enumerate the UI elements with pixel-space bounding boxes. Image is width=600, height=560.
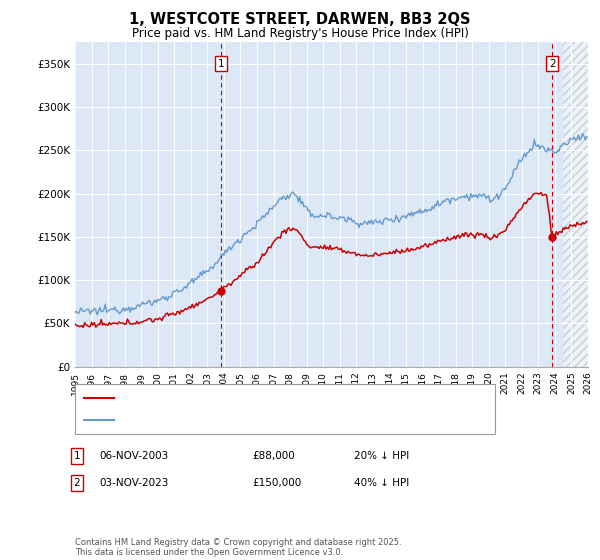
Bar — [563, 42, 588, 367]
Text: £150,000: £150,000 — [252, 478, 301, 488]
Bar — [563, 42, 588, 367]
Text: 2: 2 — [73, 478, 80, 488]
Text: 1: 1 — [73, 451, 80, 461]
Text: HPI: Average price, detached house, Blackburn with Darwen: HPI: Average price, detached house, Blac… — [121, 415, 422, 425]
Bar — [563, 42, 588, 367]
Text: 2: 2 — [549, 59, 556, 69]
Text: 1: 1 — [218, 59, 224, 69]
Text: 1, WESTCOTE STREET, DARWEN, BB3 2QS: 1, WESTCOTE STREET, DARWEN, BB3 2QS — [129, 12, 471, 27]
Text: £88,000: £88,000 — [252, 451, 295, 461]
Text: 1, WESTCOTE STREET, DARWEN, BB3 2QS (detached house): 1, WESTCOTE STREET, DARWEN, BB3 2QS (det… — [121, 393, 421, 403]
Text: 20% ↓ HPI: 20% ↓ HPI — [354, 451, 409, 461]
Text: Contains HM Land Registry data © Crown copyright and database right 2025.
This d: Contains HM Land Registry data © Crown c… — [75, 538, 401, 557]
Text: 03-NOV-2023: 03-NOV-2023 — [99, 478, 169, 488]
Text: 40% ↓ HPI: 40% ↓ HPI — [354, 478, 409, 488]
Text: 06-NOV-2003: 06-NOV-2003 — [99, 451, 168, 461]
Text: Price paid vs. HM Land Registry's House Price Index (HPI): Price paid vs. HM Land Registry's House … — [131, 27, 469, 40]
